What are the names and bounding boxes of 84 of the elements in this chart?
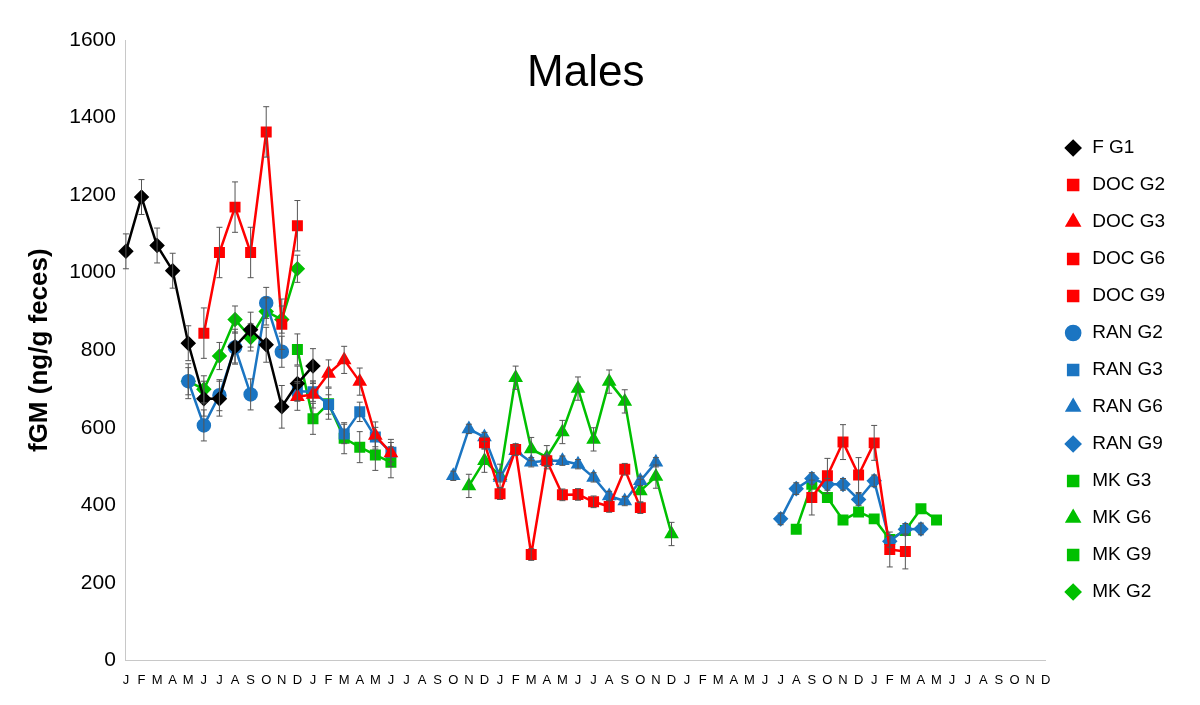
x-tick-label: A: [355, 671, 365, 687]
x-tick-label: F: [511, 671, 520, 687]
legend-label: DOC G3: [1092, 210, 1166, 232]
legend-label: DOC G2: [1092, 173, 1166, 195]
legend-label: RAN G3: [1092, 358, 1163, 380]
x-tick-label: J: [761, 671, 769, 687]
y-tick-label: 1400: [69, 104, 116, 128]
x-tick-label: S: [994, 671, 1004, 687]
x-tick-label: D: [666, 671, 677, 687]
x-tick-label: F: [698, 671, 707, 687]
legend-label: RAN G6: [1092, 395, 1163, 417]
x-tick-label: N: [464, 671, 474, 687]
x-tick-label: M: [338, 671, 350, 687]
x-tick-label: M: [369, 671, 381, 687]
x-tick-label: O: [822, 671, 833, 687]
x-tick-label: A: [791, 671, 801, 687]
x-tick-label: M: [556, 671, 568, 687]
x-tick-label: J: [122, 671, 130, 687]
x-tick-label: M: [151, 671, 163, 687]
legend-label: MK G9: [1092, 543, 1152, 565]
x-tick-label: A: [729, 671, 739, 687]
x-tick-label: J: [683, 671, 691, 687]
x-tick-label: M: [182, 671, 194, 687]
x-tick-label: A: [417, 671, 427, 687]
x-tick-label: J: [777, 671, 784, 687]
y-tick-label: 800: [80, 337, 116, 360]
legend-label: DOC G6: [1092, 247, 1166, 269]
x-tick-label: O: [1009, 671, 1020, 687]
x-tick-label: A: [978, 671, 988, 687]
x-tick-label: N: [277, 671, 287, 687]
x-tick-label: A: [168, 671, 178, 687]
legend-label: MK G3: [1092, 469, 1152, 491]
x-tick-label: N: [1025, 671, 1035, 687]
x-tick-label: S: [620, 671, 630, 687]
legend-label: MK G6: [1092, 506, 1152, 528]
y-tick-label: 1000: [69, 259, 116, 283]
x-tick-label: D: [292, 671, 303, 687]
x-tick-label: A: [916, 671, 926, 687]
x-tick-label: F: [885, 671, 894, 687]
legend-label: F G1: [1092, 136, 1135, 158]
legend-label: DOC G9: [1092, 284, 1166, 306]
x-tick-label: D: [1040, 671, 1051, 687]
y-axis-title: fGM (ng/g feces): [22, 248, 53, 453]
x-tick-label: F: [137, 671, 146, 687]
x-tick-label: N: [651, 671, 661, 687]
legend-label: MK G2: [1092, 580, 1152, 602]
x-tick-label: S: [246, 671, 256, 687]
y-tick-label: 200: [80, 569, 116, 593]
x-tick-label: M: [712, 671, 724, 687]
x-tick-label: O: [448, 671, 459, 687]
x-tick-label: D: [479, 671, 490, 687]
chart-title: Males: [527, 46, 645, 96]
x-tick-label: O: [635, 671, 646, 687]
x-tick-label: J: [870, 671, 878, 687]
x-tick-label: A: [604, 671, 614, 687]
x-tick-label: A: [230, 671, 240, 687]
x-tick-label: M: [899, 671, 911, 687]
x-tick-label: S: [807, 671, 817, 687]
x-tick-label: S: [433, 671, 443, 687]
y-tick-label: 400: [80, 492, 116, 516]
y-tick-label: 1600: [69, 26, 116, 50]
x-tick-label: M: [744, 671, 755, 687]
x-tick-label: J: [309, 671, 317, 687]
x-tick-label: J: [216, 671, 223, 687]
y-tick-label: 600: [80, 414, 116, 438]
x-tick-label: J: [574, 671, 582, 687]
x-tick-label: F: [324, 671, 333, 687]
x-tick-label: J: [964, 671, 971, 687]
x-tick-label: J: [200, 671, 208, 687]
x-tick-label: N: [838, 671, 848, 687]
x-tick-label: J: [496, 671, 504, 687]
x-tick-label: J: [403, 671, 410, 687]
x-tick-label: M: [931, 671, 942, 687]
y-tick-label: 0: [104, 647, 116, 671]
y-tick-label: 1200: [69, 181, 116, 205]
legend-label: RAN G2: [1092, 321, 1163, 343]
legend-label: RAN G9: [1092, 432, 1163, 454]
x-tick-label: A: [542, 671, 552, 687]
x-tick-label: J: [948, 671, 956, 687]
x-tick-label: J: [590, 671, 597, 687]
x-tick-label: D: [853, 671, 864, 687]
x-tick-label: O: [261, 671, 272, 687]
x-tick-label: M: [525, 671, 537, 687]
x-tick-label: J: [387, 671, 395, 687]
